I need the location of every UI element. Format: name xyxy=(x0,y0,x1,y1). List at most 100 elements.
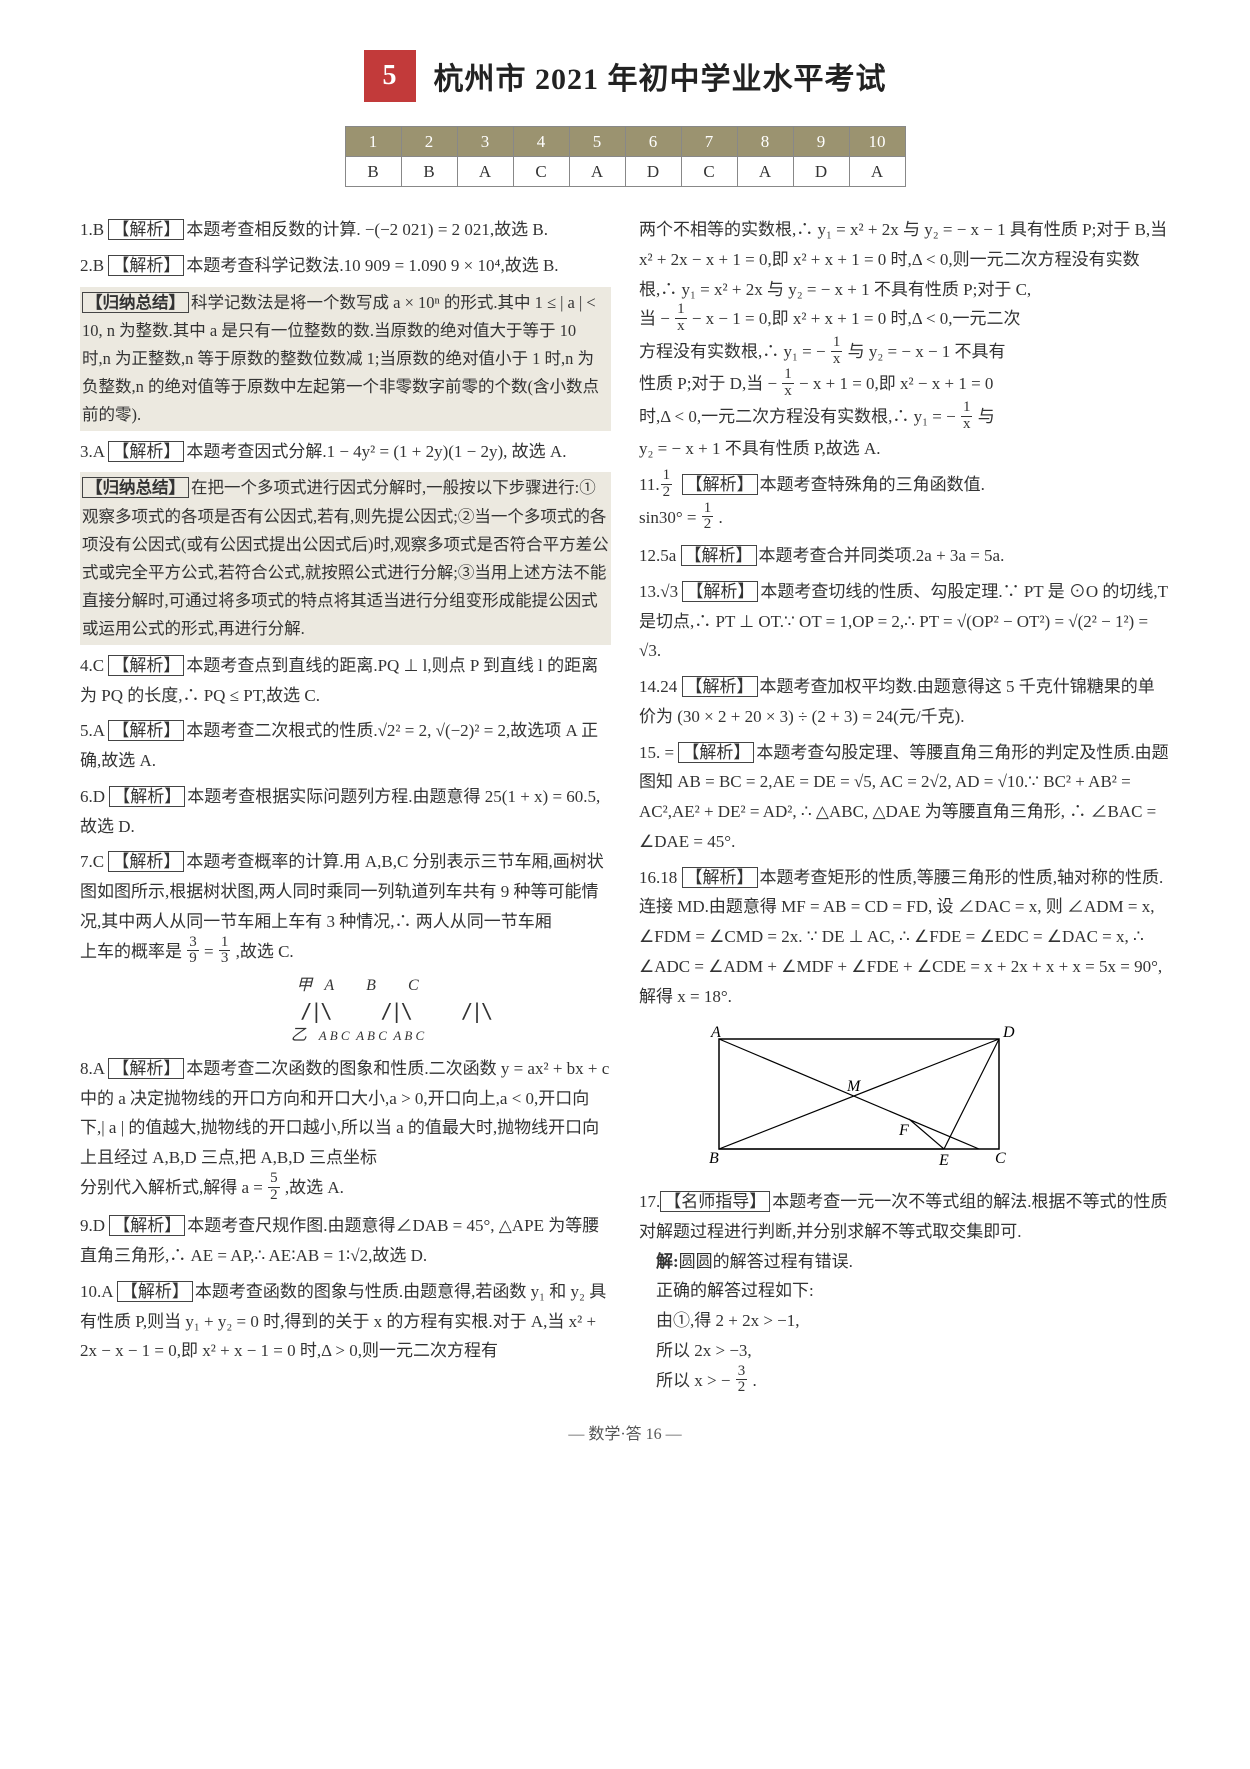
tree-label-jia: 甲 xyxy=(272,975,312,997)
q-num: 12.5a xyxy=(639,546,681,565)
question-6: 6.D 【解析】本题考查根据实际问题列方程.由题意得 25(1 + x) = 6… xyxy=(80,782,611,842)
left-column: 1.B 【解析】 本题考查相反数的计算. −(−2 021) = 2 021,故选… xyxy=(80,215,611,1404)
question-1: 1.B 【解析】本题考查相反数的计算. −(−2 021) = 2 021,故选… xyxy=(80,215,611,245)
svg-text:C: C xyxy=(995,1150,1006,1167)
svg-text:M: M xyxy=(846,1078,862,1095)
answer-cell: A xyxy=(457,157,513,187)
answer-cell: D xyxy=(793,157,849,187)
tree-label-yi: 乙 xyxy=(267,1025,307,1047)
answer-cell: C xyxy=(513,157,569,187)
analysis-label: 【解析】 xyxy=(682,867,758,888)
q-text: 当 − xyxy=(639,309,674,328)
q-num: 15. = xyxy=(639,743,678,762)
q-num: 11. xyxy=(639,475,660,494)
q-text: 与 y₂ = − x − 1 不具有 xyxy=(843,342,1005,361)
analysis-label: 【解析】 xyxy=(108,441,184,462)
analysis-label: 【解析】 xyxy=(109,1215,185,1236)
analysis-label: 【解析】 xyxy=(681,545,757,566)
fraction: 12 xyxy=(702,501,714,534)
section-number-badge: 5 xyxy=(364,50,416,102)
analysis-label: 【解析】 xyxy=(682,676,758,697)
q-num: 1.B xyxy=(80,220,108,239)
fraction: 13 xyxy=(219,935,231,968)
svg-text:A: A xyxy=(710,1024,721,1041)
fraction: 1x xyxy=(782,367,794,400)
q-text: 本题考查特殊角的三角函数值. xyxy=(760,475,985,494)
q-text: 两个不相等的实数根,∴ y₁ = x² + 2x 与 y₂ = − x − 1 … xyxy=(639,220,1167,299)
page-footer: — 数学·答 16 — xyxy=(80,1420,1170,1444)
table-header-row: 1 2 3 4 5 6 7 8 9 10 xyxy=(345,127,905,157)
answer-cell: B xyxy=(401,157,457,187)
analysis-label: 【解析】 xyxy=(682,581,758,602)
question-14: 14.24 【解析】本题考查加权平均数.由题意得这 5 千克什锦糖果的单价为 (… xyxy=(639,672,1170,732)
answer-cell: B xyxy=(345,157,401,187)
analysis-label: 【解析】 xyxy=(682,474,758,495)
sol-text: 所以 x > − xyxy=(656,1371,735,1390)
q-text: . xyxy=(714,508,723,527)
summary-label: 【归纳总结】 xyxy=(82,292,189,313)
q-text: 本题考查因式分解.1 − 4y² = (1 + 2y)(1 − 2y), 故选 … xyxy=(186,442,566,461)
teacher-label: 【名师指导】 xyxy=(660,1191,770,1212)
q-text: 本题考查矩形的性质,等腰三角形的性质,轴对称的性质.连接 MD.由题意得 MF … xyxy=(639,868,1163,1006)
fraction: 1x xyxy=(675,302,687,335)
question-9: 9.D 【解析】本题考查尺规作图.由题意得∠DAB = 45°, △APE 为等… xyxy=(80,1211,611,1271)
question-12: 12.5a 【解析】本题考查合并同类项.2a + 3a = 5a. xyxy=(639,541,1170,571)
page-header: 5 杭州市 2021 年初中学业水平考试 xyxy=(80,50,1170,102)
question-7: 7.C 【解析】本题考查概率的计算.用 A,B,C 分别表示三节车厢,画树状图如… xyxy=(80,847,611,969)
question-5: 5.A 【解析】本题考查二次根式的性质.√2² = 2, √(−2)² = 2,… xyxy=(80,716,611,776)
col-header: 2 xyxy=(401,127,457,157)
q-text: − x + 1 = 0,即 x² − x + 1 = 0 xyxy=(795,374,994,393)
q-num: 3.A xyxy=(80,442,108,461)
col-header: 7 xyxy=(681,127,737,157)
summary-text: 在把一个多项式进行因式分解时,一般按以下步骤进行:①观察多项式的各项是否有公因式… xyxy=(82,478,609,637)
q-text: 本题考查科学记数法.10 909 = 1.090 9 × 10⁴,故选 B. xyxy=(186,256,558,275)
analysis-label: 【解析】 xyxy=(108,1058,184,1079)
question-4: 4.C 【解析】本题考查点到直线的距离.PQ ⊥ l,则点 P 到直线 l 的距… xyxy=(80,651,611,711)
sol-text: 由①,得 2 + 2x > −1, xyxy=(656,1311,800,1330)
question-2: 2.B 【解析】本题考查科学记数法.10 909 = 1.090 9 × 10⁴… xyxy=(80,251,611,281)
question-10: 10.A 【解析】本题考查函数的图象与性质.由题意得,若函数 y₁ 和 y₂ 具… xyxy=(80,1277,611,1366)
fraction: 39 xyxy=(187,935,199,968)
answer-summary-table: 1 2 3 4 5 6 7 8 9 10 B B A C A D C A D A xyxy=(345,126,906,187)
geometry-figure: A D B C E F M xyxy=(699,1019,1170,1179)
summary-box-1: 【归纳总结】科学记数法是将一个数写成 a × 10ⁿ 的形式.其中 1 ≤ | … xyxy=(80,287,611,431)
q-num: 13.√3 xyxy=(639,582,682,601)
q-num: 14.24 xyxy=(639,677,682,696)
q-num: 5.A xyxy=(80,721,108,740)
col-header: 10 xyxy=(849,127,905,157)
q-num: 7.C xyxy=(80,852,108,871)
answer-cell: A xyxy=(737,157,793,187)
q-num: 9.D xyxy=(80,1216,109,1235)
rectangle-diagram-icon: A D B C E F M xyxy=(699,1019,1019,1169)
q-num: 2.B xyxy=(80,256,108,275)
question-13: 13.√3 【解析】本题考查切线的性质、勾股定理.∵ PT 是 ⊙O 的切线,T… xyxy=(639,577,1170,666)
answer-cell: D xyxy=(625,157,681,187)
solution-label: 解: xyxy=(656,1252,679,1271)
svg-text:F: F xyxy=(898,1122,909,1139)
q-text: 上车的概率是 xyxy=(80,942,186,961)
col-header: 4 xyxy=(513,127,569,157)
answer-cell: C xyxy=(681,157,737,187)
sol-text: . xyxy=(748,1371,757,1390)
sol-text: 圆圆的解答过程有错误. xyxy=(679,1252,853,1271)
sol-text: 正确的解答过程如下: xyxy=(656,1281,814,1300)
q-num: 8.A xyxy=(80,1059,108,1078)
tree-leaves: A B C A B C A B C xyxy=(319,1028,424,1043)
q-text: 性质 P;对于 D,当 − xyxy=(639,374,781,393)
svg-text:B: B xyxy=(709,1150,719,1167)
two-column-layout: 1.B 【解析】 本题考查相反数的计算. −(−2 021) = 2 021,故选… xyxy=(80,215,1170,1404)
analysis-label: 【解析】 xyxy=(109,786,185,807)
question-10-cont: 两个不相等的实数根,∴ y₁ = x² + 2x 与 y₂ = − x − 1 … xyxy=(639,215,1170,464)
q-text: 本题考查相反数的计算. −(−2 021) = 2 021,故选 B. xyxy=(186,220,548,239)
q-num: 6.D xyxy=(80,787,109,806)
col-header: 1 xyxy=(345,127,401,157)
q-text: 分别代入解析式,解得 a = xyxy=(80,1178,267,1197)
q-text: 方程没有实数根,∴ y₁ = − xyxy=(639,342,830,361)
tree-diagram: 甲A B C /|\ /|\ /|\ 乙A B C A B C A B C xyxy=(80,975,611,1048)
tree-branches: /|\ /|\ /|\ xyxy=(80,997,611,1025)
svg-text:E: E xyxy=(938,1152,949,1169)
answer-cell: A xyxy=(569,157,625,187)
q-num: 4.C xyxy=(80,656,108,675)
analysis-label: 【解析】 xyxy=(678,742,754,763)
q-text: ,故选 A. xyxy=(281,1178,344,1197)
